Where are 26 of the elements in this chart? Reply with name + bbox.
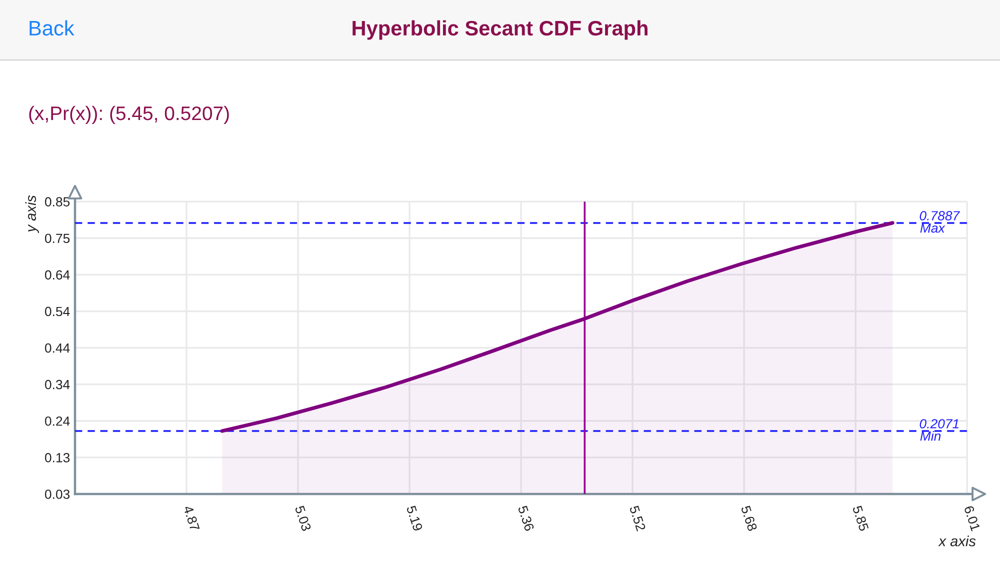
annotation: Max: [920, 223, 946, 233]
annotation: Min: [920, 431, 941, 441]
y-tick-label: 0.24: [44, 416, 70, 426]
y-axis-title: y axis: [25, 195, 39, 234]
x-tick-label: 5.52: [629, 505, 646, 532]
chart-subtitle: (x,Pr(x)): (5.45, 0.5207): [29, 106, 229, 124]
x-axis-title: x axis: [938, 536, 976, 546]
y-tick-label: 0.85: [44, 197, 70, 206]
x-tick-label: 5.19: [406, 505, 423, 532]
text: Back: [30, 20, 74, 36]
y-tick-label: 0.34: [44, 380, 70, 390]
y-tick-label: 0.13: [44, 453, 70, 462]
x-tick-label: 6.01: [964, 505, 980, 532]
y-tick-label: 0.75: [44, 234, 70, 244]
y-tick-label: 0.44: [44, 343, 70, 353]
x-tick-label: 5.85: [852, 505, 869, 532]
x-tick-label: 5.68: [740, 505, 758, 532]
x-tick-label: 5.03: [294, 505, 312, 532]
y-tick-label: 0.54: [44, 306, 70, 316]
y-tick-label: 0.64: [44, 270, 70, 280]
x-tick-label: 5.36: [518, 505, 534, 532]
x-tick-label: 4.87: [183, 504, 200, 532]
chart-title: Hyperbolic Secant CDF Graph: [352, 20, 648, 40]
ref-line-label: 0.7887: [920, 211, 960, 220]
y-tick-label: 0.03: [44, 490, 70, 499]
ref-line-label: 0.2071: [920, 419, 958, 428]
